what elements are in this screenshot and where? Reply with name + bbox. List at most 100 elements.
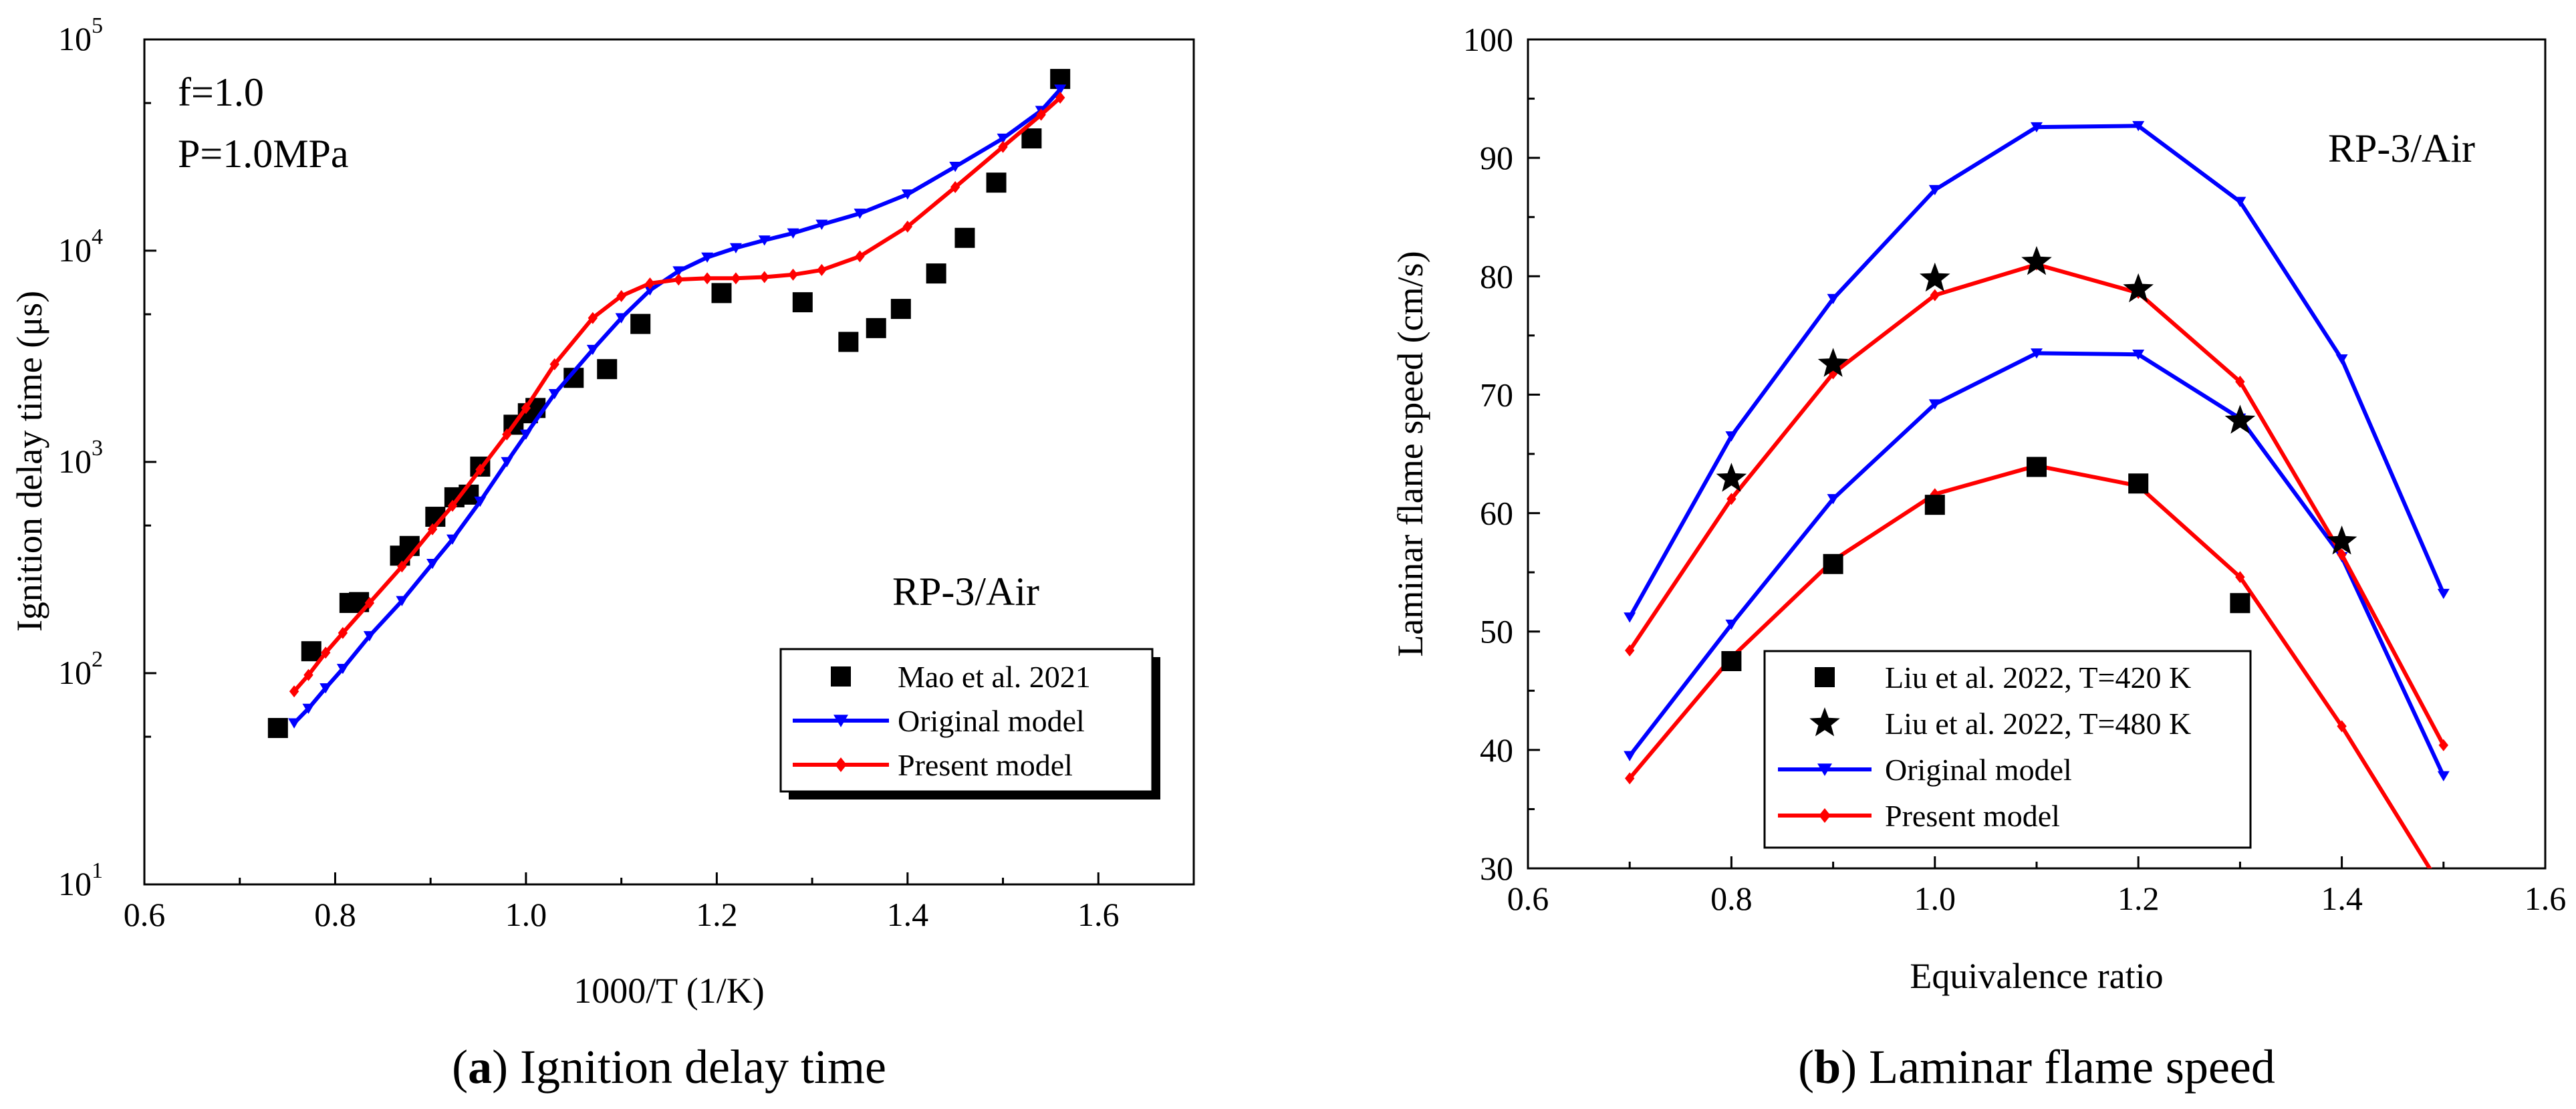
annotation-fuel: RP-3/Air [892, 570, 1039, 614]
series-1 [1716, 246, 2357, 555]
data-point [2337, 548, 2347, 561]
x-tick-label: 1.4 [887, 896, 929, 933]
legend-label: Liu et al. 2022, T=480 K [1885, 707, 2191, 741]
caption-text: Ignition delay time [520, 1040, 886, 1094]
data-point [521, 402, 531, 414]
data-point [1920, 262, 1950, 292]
y-tick-label: 50 [1480, 613, 1513, 650]
legend-label: Mao et al. 2021 [898, 660, 1091, 694]
y-tick-label: 70 [1480, 376, 1513, 413]
legend-swatch-marker [833, 715, 848, 727]
data-point [1036, 108, 1046, 121]
caption-b: (b) Laminar flame speed [1798, 1040, 2275, 1094]
data-point [396, 596, 408, 606]
data-point [1625, 644, 1635, 657]
data-point [2123, 273, 2154, 303]
data-point [1721, 651, 1742, 671]
y-tick-label: 105 [58, 13, 103, 57]
y-tick-base: 10 [58, 20, 92, 57]
data-point [997, 133, 1009, 144]
data-point [1827, 293, 1839, 305]
y-tick-exponent: 1 [92, 858, 103, 883]
series-0 [267, 69, 1071, 739]
data-point [902, 220, 913, 233]
legend-label: Present model [1885, 799, 2060, 833]
data-point [397, 560, 407, 573]
series-2 [1624, 121, 2450, 623]
caption-id: a [468, 1040, 492, 1094]
data-point [2337, 720, 2347, 733]
data-point [838, 332, 859, 352]
data-point [954, 227, 975, 248]
legend-swatch-marker [1815, 667, 1835, 687]
x-tick-label: 0.8 [1710, 880, 1753, 917]
y-tick-label: 103 [58, 436, 103, 480]
data-point [519, 429, 532, 440]
data-point [1055, 92, 1065, 104]
data-point [1624, 612, 1636, 623]
data-point [363, 631, 376, 642]
data-point [702, 272, 713, 285]
x-axis-label: Equivalence ratio [1910, 956, 2163, 996]
data-point [1928, 184, 1941, 196]
data-point [338, 626, 348, 639]
y-tick-base: 10 [58, 654, 92, 691]
flame-speed-chart: 0.6 0.8 1.0 1.2 1.4 1.6 30 40 50 60 70 80 90 100 Liu… [1390, 21, 2566, 1094]
data-point [792, 292, 813, 313]
data-point [586, 344, 599, 356]
data-point [336, 664, 349, 674]
x-tick-label: 1.0 [1914, 880, 1956, 917]
data-point [502, 428, 512, 441]
series-0 [1721, 457, 2250, 671]
legend-swatch-marker [1819, 808, 1831, 823]
legend-label: Original model [898, 704, 1085, 738]
y-tick-base: 10 [58, 865, 92, 902]
data-point [1716, 463, 1747, 492]
data-point [615, 313, 628, 324]
data-point [711, 283, 732, 303]
data-point [950, 180, 960, 193]
data-point [1625, 772, 1635, 785]
y-tick-label: 90 [1480, 139, 1513, 176]
x-tick-label: 0.8 [314, 896, 356, 933]
y-tick-exponent: 3 [92, 436, 103, 461]
data-point [475, 463, 485, 476]
data-point [855, 250, 865, 263]
data-point [1924, 495, 1945, 515]
data-point [729, 243, 742, 254]
data-point [427, 523, 438, 535]
y-tick-label: 80 [1480, 257, 1513, 295]
data-point [866, 318, 886, 338]
data-point [2027, 457, 2047, 477]
y-ticks: 30 40 50 60 70 80 90 100 [1463, 21, 1540, 887]
data-point [2031, 122, 2043, 133]
y-tick-label: 104 [58, 225, 103, 269]
data-point [758, 235, 771, 246]
data-point [2438, 739, 2448, 751]
y-tick-exponent: 4 [92, 225, 103, 249]
y-tick-label: 60 [1480, 495, 1513, 532]
x-ticks: 0.6 0.8 1.0 1.2 1.4 1.6 [124, 872, 1120, 933]
y-tick-base: 10 [58, 231, 92, 269]
y-tick-label: 101 [58, 858, 103, 902]
data-point [2132, 350, 2145, 360]
legend: Mao et al. 2021 Original model Present mod… [779, 648, 1160, 799]
data-point [787, 228, 799, 239]
x-tick-label: 1.0 [505, 896, 547, 933]
data-point [901, 189, 914, 200]
legend-label: Present model [898, 748, 1073, 782]
data-point [2235, 375, 2245, 388]
x-tick-label: 1.6 [1077, 896, 1120, 933]
annotation-fuel: RP-3/Air [2328, 126, 2475, 170]
data-point [1726, 493, 1736, 505]
data-point [2428, 868, 2438, 880]
data-point [645, 277, 655, 289]
caption-a: (a) Ignition delay time [452, 1040, 886, 1094]
x-tick-label: 1.2 [696, 896, 738, 933]
data-point [447, 499, 458, 512]
data-point [1725, 431, 1738, 442]
legend-swatch-marker [835, 757, 847, 772]
data-point [2031, 348, 2043, 359]
data-point [302, 703, 315, 715]
